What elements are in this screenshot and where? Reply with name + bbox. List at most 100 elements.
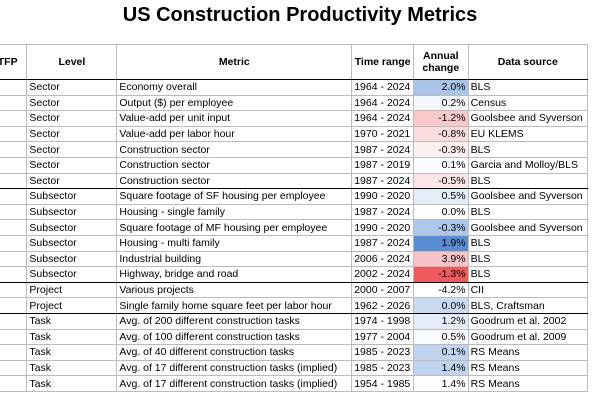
data-source-cell: CII [467, 281, 589, 299]
annual-change-cell: -0.8% [413, 125, 469, 143]
metric-cell: Highway, bridge and road [116, 266, 353, 283]
table-row: Subsector Square footage of MF housing pe… [0, 219, 589, 236]
metric-cell: Construction sector [116, 141, 353, 158]
annual-change-cell: 1.9% [413, 234, 469, 252]
tfp-cell [0, 297, 28, 314]
level-cell: Task [26, 328, 118, 346]
tfp-cell [0, 141, 28, 158]
tfp-cell [0, 359, 28, 377]
time-range-cell: 1970 - 2021 [351, 125, 414, 143]
tfp-cell [0, 125, 28, 143]
metric-cell: Economy overall [116, 79, 353, 96]
table-body: Sector Economy overall 1964 - 2024 2.0% BLS S… [0, 79, 589, 392]
time-range-cell: 1964 - 2024 [351, 110, 414, 127]
annual-change-cell: 0.1% [413, 156, 469, 174]
time-range-cell: 1990 - 2020 [351, 219, 414, 236]
tfp-cell [0, 156, 28, 174]
header-cell: Time range [351, 44, 414, 80]
tfp-cell [0, 375, 28, 392]
table-row: Sector Value-add per unit input 1964 - 202… [0, 110, 589, 127]
level-cell: Task [26, 344, 118, 361]
table-row: Subsector Square footage of SF housing pe… [0, 188, 589, 205]
annual-change-cell: 0.2% [413, 94, 469, 112]
table-row: Project Single family home square feet pe… [0, 297, 589, 314]
level-cell: Sector [26, 172, 118, 190]
metric-cell: Avg. of 17 different construction tasks … [116, 359, 353, 377]
level-cell: Sector [26, 79, 118, 96]
tfp-cell [0, 266, 28, 283]
time-range-cell: 2006 - 2024 [351, 250, 414, 268]
data-source-cell: BLS [467, 203, 589, 221]
level-cell: Subsector [26, 188, 118, 205]
metric-cell: Value-add per labor hour [116, 125, 353, 143]
metric-cell: Value-add per unit input [116, 110, 353, 127]
data-source-cell: BLS [467, 172, 589, 190]
level-cell: Project [26, 281, 118, 299]
table-row: Sector Economy overall 1964 - 2024 2.0% BLS [0, 79, 589, 96]
table-row: Sector Construction sector 1987 - 2024 -0.5… [0, 172, 589, 190]
table-row: Sector Construction sector 1987 - 2024 -0.3… [0, 141, 589, 158]
metric-cell: Industrial building [116, 250, 353, 268]
data-source-cell: BLS [467, 79, 589, 96]
table-row: Subsector Highway, bridge and road 2002 - … [0, 266, 589, 283]
data-source-cell: Goolsbee and Syverson [467, 110, 589, 127]
time-range-cell: 1964 - 2024 [351, 94, 414, 112]
data-source-cell: BLS [467, 266, 589, 283]
tfp-cell [0, 188, 28, 205]
time-range-cell: 1987 - 2024 [351, 203, 414, 221]
level-cell: Task [26, 312, 118, 330]
time-range-cell: 1987 - 2024 [351, 141, 414, 158]
time-range-cell: 1985 - 2023 [351, 359, 414, 377]
table-row: Sector Output ($) per employee 1964 - 2024… [0, 94, 589, 112]
annual-change-cell: 2.0% [413, 79, 469, 96]
time-range-cell: 1987 - 2024 [351, 172, 414, 190]
metric-cell: Avg. of 100 different construction tasks [116, 328, 353, 346]
metric-cell: Square footage of SF housing per employe… [116, 188, 353, 205]
data-source-cell: Garcia and Molloy/BLS [467, 156, 589, 174]
annual-change-cell: 1.4% [413, 375, 469, 392]
data-source-cell: RS Means [467, 344, 589, 361]
annual-change-cell: 0.0% [413, 297, 469, 314]
time-range-cell: 1954 - 1985 [351, 375, 414, 392]
table-row: Sector Value-add per labor hour 1970 - 202… [0, 125, 589, 143]
annual-change-cell: 0.5% [413, 188, 469, 205]
metric-cell: Avg. of 200 different construction tasks [116, 312, 353, 330]
data-source-cell: Goolsbee and Syverson [467, 188, 589, 205]
level-cell: Task [26, 359, 118, 377]
data-source-cell: RS Means [467, 375, 589, 392]
table-row: Subsector Housing - single family 1987 - 2… [0, 203, 589, 221]
annual-change-cell: 1.2% [413, 312, 469, 330]
tfp-cell [0, 219, 28, 236]
tfp-cell [0, 203, 28, 221]
annual-change-cell: 0.5% [413, 328, 469, 346]
title: US Construction Productivity Metrics [122, 4, 478, 26]
level-cell: Sector [26, 94, 118, 112]
level-cell: Sector [26, 110, 118, 127]
tfp-cell [0, 110, 28, 127]
data-source-cell: RS Means [467, 359, 589, 377]
tfp-cell [0, 234, 28, 252]
annual-change-cell: -0.3% [413, 219, 469, 236]
annual-change-cell: 0.1% [413, 344, 469, 361]
level-cell: Sector [26, 141, 118, 158]
level-cell: Subsector [26, 250, 118, 268]
data-source-cell: BLS [467, 141, 589, 158]
metric-cell: Various projects [116, 281, 353, 299]
metric-cell: Housing - single family [116, 203, 353, 221]
data-source-cell: EU KLEMS [467, 125, 589, 143]
table-row: Project Various projects 2000 - 2007 -4.2% C… [0, 281, 589, 299]
data-source-cell: BLS [467, 234, 589, 252]
header-cell: Level [26, 44, 118, 80]
time-range-cell: 1985 - 2023 [351, 344, 414, 361]
metric-cell: Single family home square feet per labor… [116, 297, 353, 314]
table-row: Task Avg. of 200 different construction t… [0, 312, 589, 330]
level-cell: Subsector [26, 203, 118, 221]
header-cell: Data source [467, 44, 589, 80]
time-range-cell: 1964 - 2024 [351, 79, 414, 96]
level-cell: Sector [26, 156, 118, 174]
tfp-cell [0, 172, 28, 190]
table-row: Sector Construction sector 1987 - 2019 0.1%… [0, 156, 589, 174]
annual-change-cell: 0.0% [413, 203, 469, 221]
time-range-cell: 1962 - 2026 [351, 297, 414, 314]
annual-change-cell: 3.9% [413, 250, 469, 268]
